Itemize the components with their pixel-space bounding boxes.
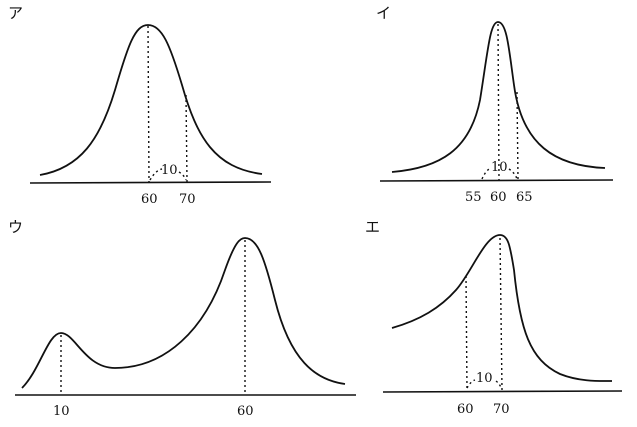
panel-i-tick-65: 65 <box>516 190 533 205</box>
panel-a-baseline <box>29 181 272 184</box>
panel-e-interval-arc <box>466 379 502 389</box>
panel-u-curve <box>21 237 346 389</box>
panel-a-curve <box>39 24 263 176</box>
panel-i-curve <box>391 21 606 173</box>
panel-e-baseline <box>382 390 623 393</box>
panel-u-tick-10: 10 <box>53 404 70 419</box>
panel-e-label: エ <box>365 218 380 236</box>
panel-i-label: イ <box>376 4 391 22</box>
panel-i-mean-line <box>497 23 500 181</box>
panel-i-tick-60: 60 <box>490 190 507 205</box>
panel-u: ウ 10 60 <box>8 218 356 419</box>
panel-e-tick-60: 60 <box>457 402 474 417</box>
panel-a-sd-line <box>185 94 188 183</box>
panel-a: ア 10 60 70 <box>8 4 272 207</box>
panel-e-interval: 10 <box>476 371 493 386</box>
panel-a-tick-70: 70 <box>179 192 196 207</box>
panel-a-interval-arc <box>149 168 187 181</box>
panel-e-curve <box>391 234 613 382</box>
panel-e-peak-line <box>499 237 503 391</box>
panel-i: イ 10 55 60 65 <box>376 4 614 205</box>
panel-a-tick-60: 60 <box>141 192 158 207</box>
panel-a-label: ア <box>8 4 23 22</box>
panel-a-interval: 10 <box>161 163 178 178</box>
panel-u-tick-60: 60 <box>237 404 254 419</box>
panel-e-tick-70: 70 <box>493 402 510 417</box>
panel-u-label: ウ <box>8 218 23 236</box>
panel-e: エ 10 60 70 <box>365 218 623 417</box>
panel-i-interval: 10 <box>491 160 508 175</box>
panel-e-left-line <box>465 275 468 391</box>
panel-i-tick-55: 55 <box>465 190 482 205</box>
panel-a-mean-line <box>147 25 150 183</box>
panel-i-interval-arc <box>481 167 518 180</box>
panel-i-baseline <box>379 179 614 182</box>
